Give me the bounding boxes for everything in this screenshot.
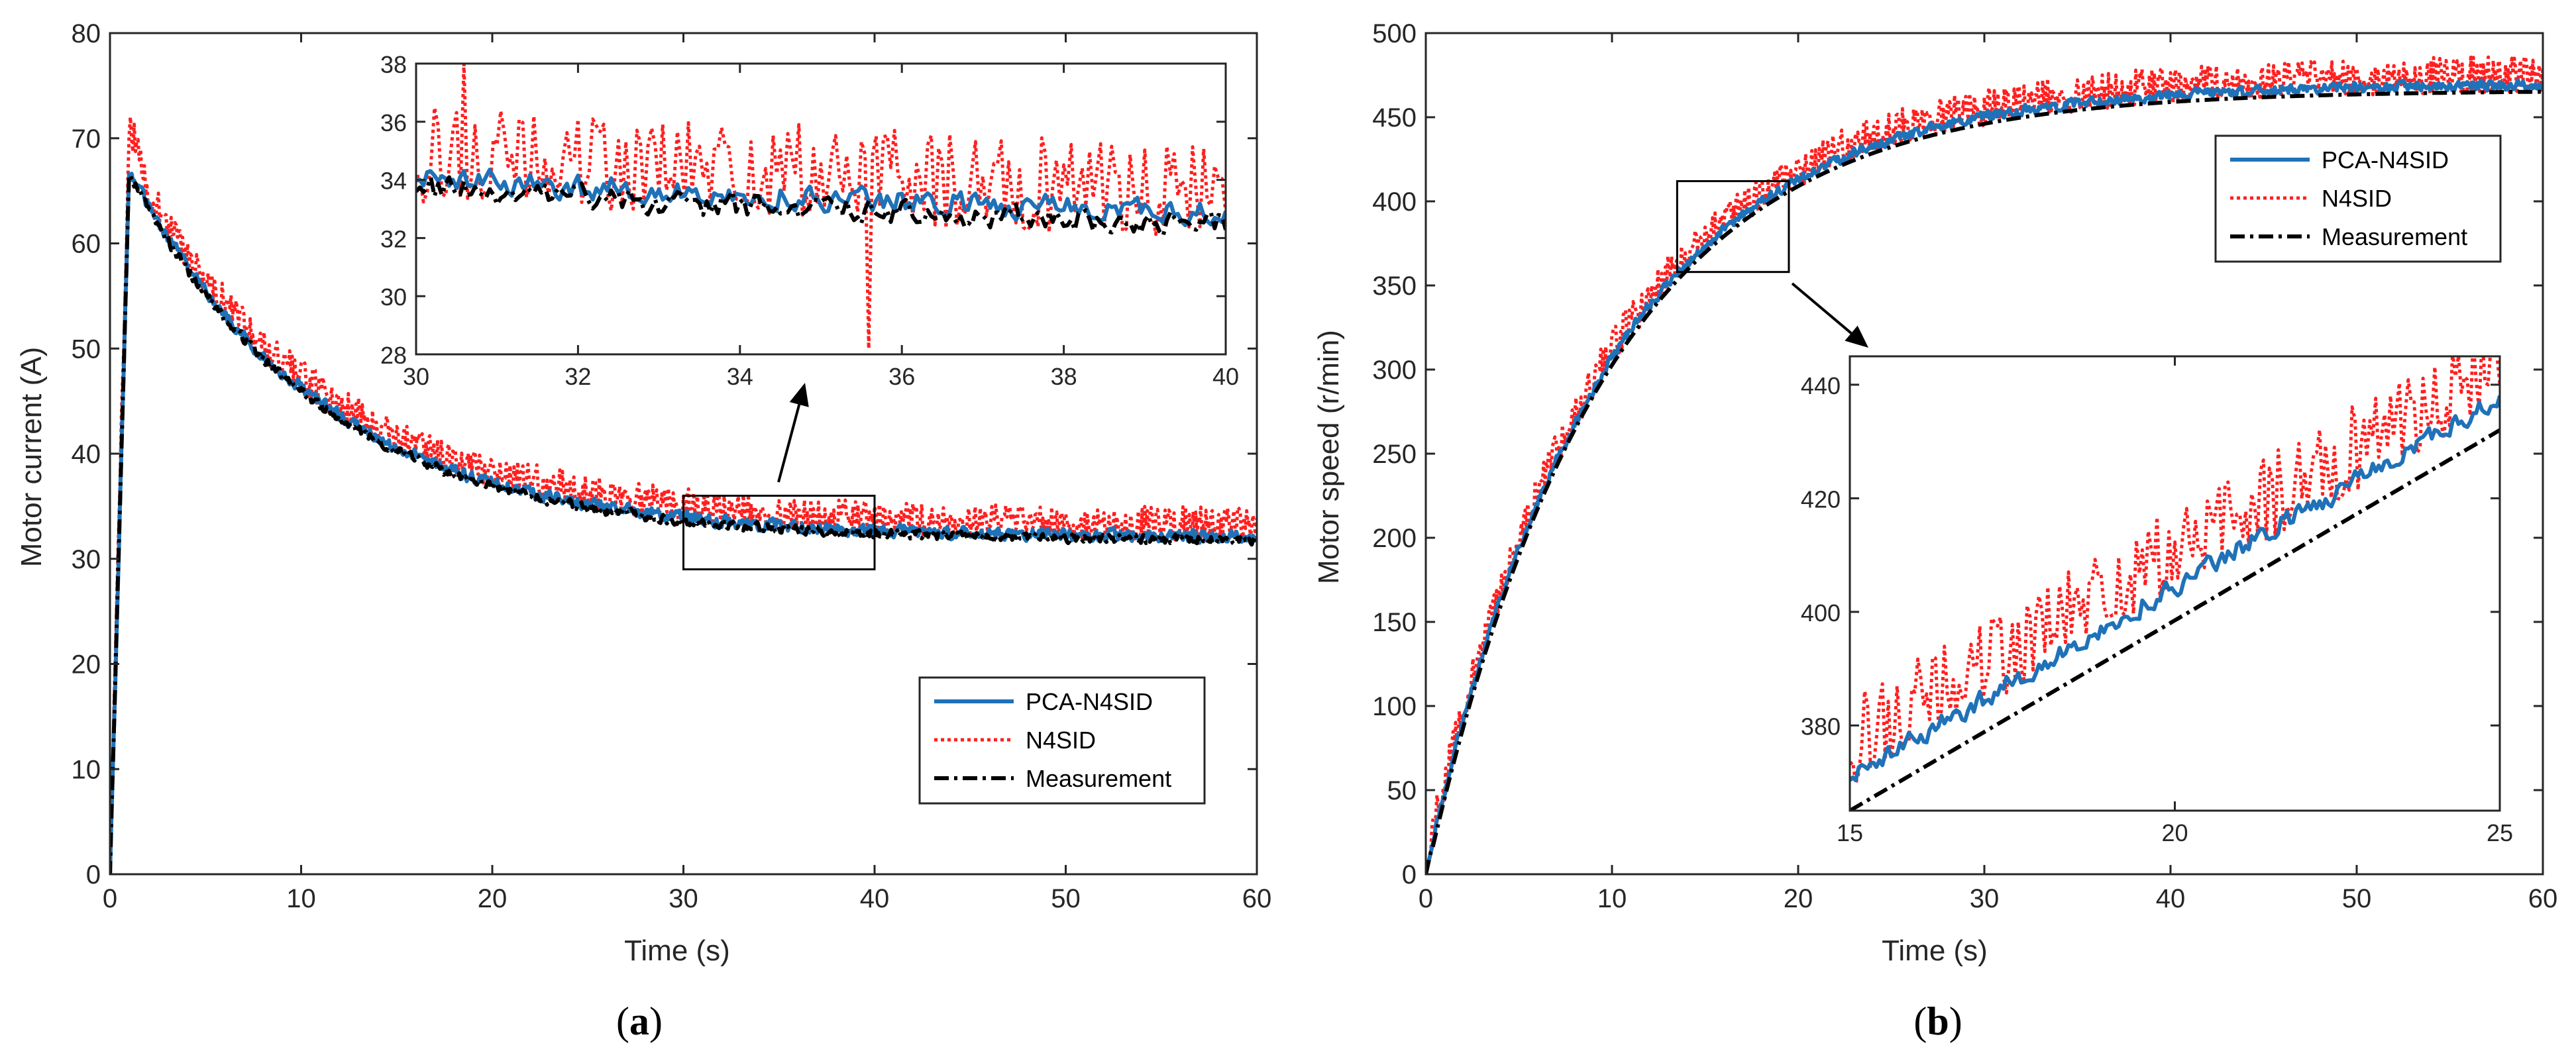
b-main-series-measurement	[1426, 89, 2543, 874]
xlabel-b: Time (s)	[1882, 935, 1988, 967]
zoom-arrowhead-a	[789, 383, 809, 407]
b-main-ytick-label: 0	[1402, 860, 1417, 889]
a-inset-ytick-label: 30	[380, 283, 407, 311]
a-main-ytick-label: 80	[72, 19, 101, 48]
caption-b-letter: b	[1927, 999, 1949, 1043]
a-main-series-measurement	[110, 173, 1257, 874]
zoom-arrow-b	[1791, 282, 1852, 334]
a-inset-ytick-label: 36	[380, 109, 407, 136]
b-inset-ytick-label: 420	[1801, 485, 1841, 513]
a-main-ytick-label: 70	[72, 125, 101, 154]
a-legend-box	[918, 676, 1206, 805]
a-inset-xtick-label: 30	[403, 363, 429, 390]
zoom-arrow-a	[777, 404, 801, 483]
a-inset-ytick-label: 28	[380, 342, 407, 369]
a-legend-label-0: PCA-N4SID	[1026, 688, 1153, 715]
panel-b: 0 10 20 30 40 50 60 0 50 100 150 200 250 300 350 400 450…	[1313, 19, 2557, 1043]
b-inset-plot-area	[1850, 356, 2500, 811]
b-main-ytick-label: 50	[1387, 776, 1417, 805]
caption-a: (a)	[616, 999, 663, 1043]
a-inset-axes-frame	[415, 62, 1227, 356]
a-inset-ytick-label: 32	[380, 225, 407, 252]
a-main-ytick-label: 40	[72, 440, 101, 469]
b-inset-ytick-label: 400	[1801, 599, 1841, 627]
xlabel-a: Time (s)	[624, 935, 730, 967]
b-main-series-group	[1426, 55, 2543, 874]
b-main-xtick-label: 60	[2528, 884, 2558, 913]
b-main-ytick-label: 500	[1372, 19, 1417, 48]
zoom-arrowhead-b	[1845, 325, 1868, 348]
b-main-ytick-label: 200	[1372, 524, 1417, 553]
a-main-ytick-label: 30	[72, 545, 101, 574]
ylabel-a: Motor current (A)	[15, 347, 48, 568]
b-inset-series-n4sid	[1850, 356, 2500, 785]
panel-a: 0 10 20 30 40 50 60 0 10 20 30 40 50 60 70 80 30 32 34 36 3…	[15, 19, 1271, 1043]
a-main-xtick-label: 0	[103, 884, 117, 913]
b-main-xtick-label: 50	[2342, 884, 2372, 913]
b-main-xtick-label: 30	[1970, 884, 2000, 913]
b-legend-box	[2214, 134, 2502, 263]
caption-b: (b)	[1913, 999, 1962, 1043]
b-legend-label-1: N4SID	[2322, 185, 2392, 212]
caption-a-letter: a	[629, 999, 649, 1043]
b-main-ytick-label: 450	[1372, 103, 1417, 132]
a-legend-label-2: Measurement	[1026, 765, 1171, 792]
b-legend-label-0: PCA-N4SID	[2322, 146, 2449, 174]
a-main-ytick-label: 0	[86, 860, 101, 889]
b-main-ytick-label: 300	[1372, 356, 1417, 385]
a-inset-xtick-label: 32	[564, 363, 591, 390]
a-inset-series-measurement	[416, 175, 1226, 238]
b-inset-ytick-label: 440	[1801, 372, 1841, 399]
a-main-zoom-box	[682, 495, 876, 571]
b-main-series-pca-n4sid	[1426, 78, 2543, 874]
a-inset-xtick-label: 34	[727, 363, 753, 390]
b-main-xtick-label: 0	[1419, 884, 1433, 913]
a-main-xtick-label: 40	[860, 884, 890, 913]
chart-b-inset: 15 20 25 380 400 420 440	[1801, 355, 2513, 846]
b-legend-label-2: Measurement	[2322, 223, 2467, 250]
a-inset-xtick-label: 36	[888, 363, 915, 390]
b-inset-xtick-label: 20	[2161, 819, 2188, 846]
a-main-xtick-label: 60	[1242, 884, 1272, 913]
b-main-ytick-label: 100	[1372, 692, 1417, 721]
a-main-ytick-label: 20	[72, 650, 101, 680]
b-main-ytick-label: 150	[1372, 608, 1417, 637]
a-inset-xtick-label: 38	[1051, 363, 1077, 390]
a-inset-ytick-label: 34	[380, 168, 407, 195]
legend-b: PCA-N4SID N4SID Measurement	[2214, 134, 2502, 263]
b-main-xtick-label: 10	[1597, 884, 1627, 913]
b-inset-xtick-label: 25	[2487, 819, 2513, 846]
b-main-ytick-label: 350	[1372, 272, 1417, 301]
b-inset-xtick-label: 15	[1837, 819, 1863, 846]
a-main-xtick-label: 30	[669, 884, 698, 913]
a-inset-xtick-label: 40	[1212, 363, 1239, 390]
a-main-ytick-label: 50	[72, 334, 101, 364]
a-inset-ytick-label: 38	[380, 51, 407, 78]
a-legend-label-1: N4SID	[1026, 727, 1096, 754]
b-main-ytick-label: 400	[1372, 187, 1417, 217]
b-main-xtick-label: 20	[1784, 884, 1813, 913]
b-inset-ytick-label: 380	[1801, 713, 1841, 740]
ylabel-b: Motor speed (r/min)	[1313, 330, 1345, 584]
b-main-ytick-label: 250	[1372, 440, 1417, 469]
b-main-xtick-label: 40	[2156, 884, 2186, 913]
a-main-xtick-label: 50	[1051, 884, 1081, 913]
a-main-xtick-label: 10	[286, 884, 316, 913]
b-inset-series-pca-n4sid	[1850, 395, 2500, 782]
a-main-ytick-label: 10	[72, 755, 101, 784]
b-main-zoom-box	[1676, 180, 1790, 274]
legend-a: PCA-N4SID N4SID Measurement	[918, 676, 1206, 805]
a-inset-series-group	[416, 64, 1226, 350]
b-inset-series-measurement	[1850, 428, 2500, 811]
a-main-ytick-label: 60	[72, 230, 101, 259]
a-inset-series-n4sid	[416, 64, 1226, 350]
a-main-xtick-label: 20	[478, 884, 508, 913]
b-inset-series-group	[1850, 356, 2500, 811]
